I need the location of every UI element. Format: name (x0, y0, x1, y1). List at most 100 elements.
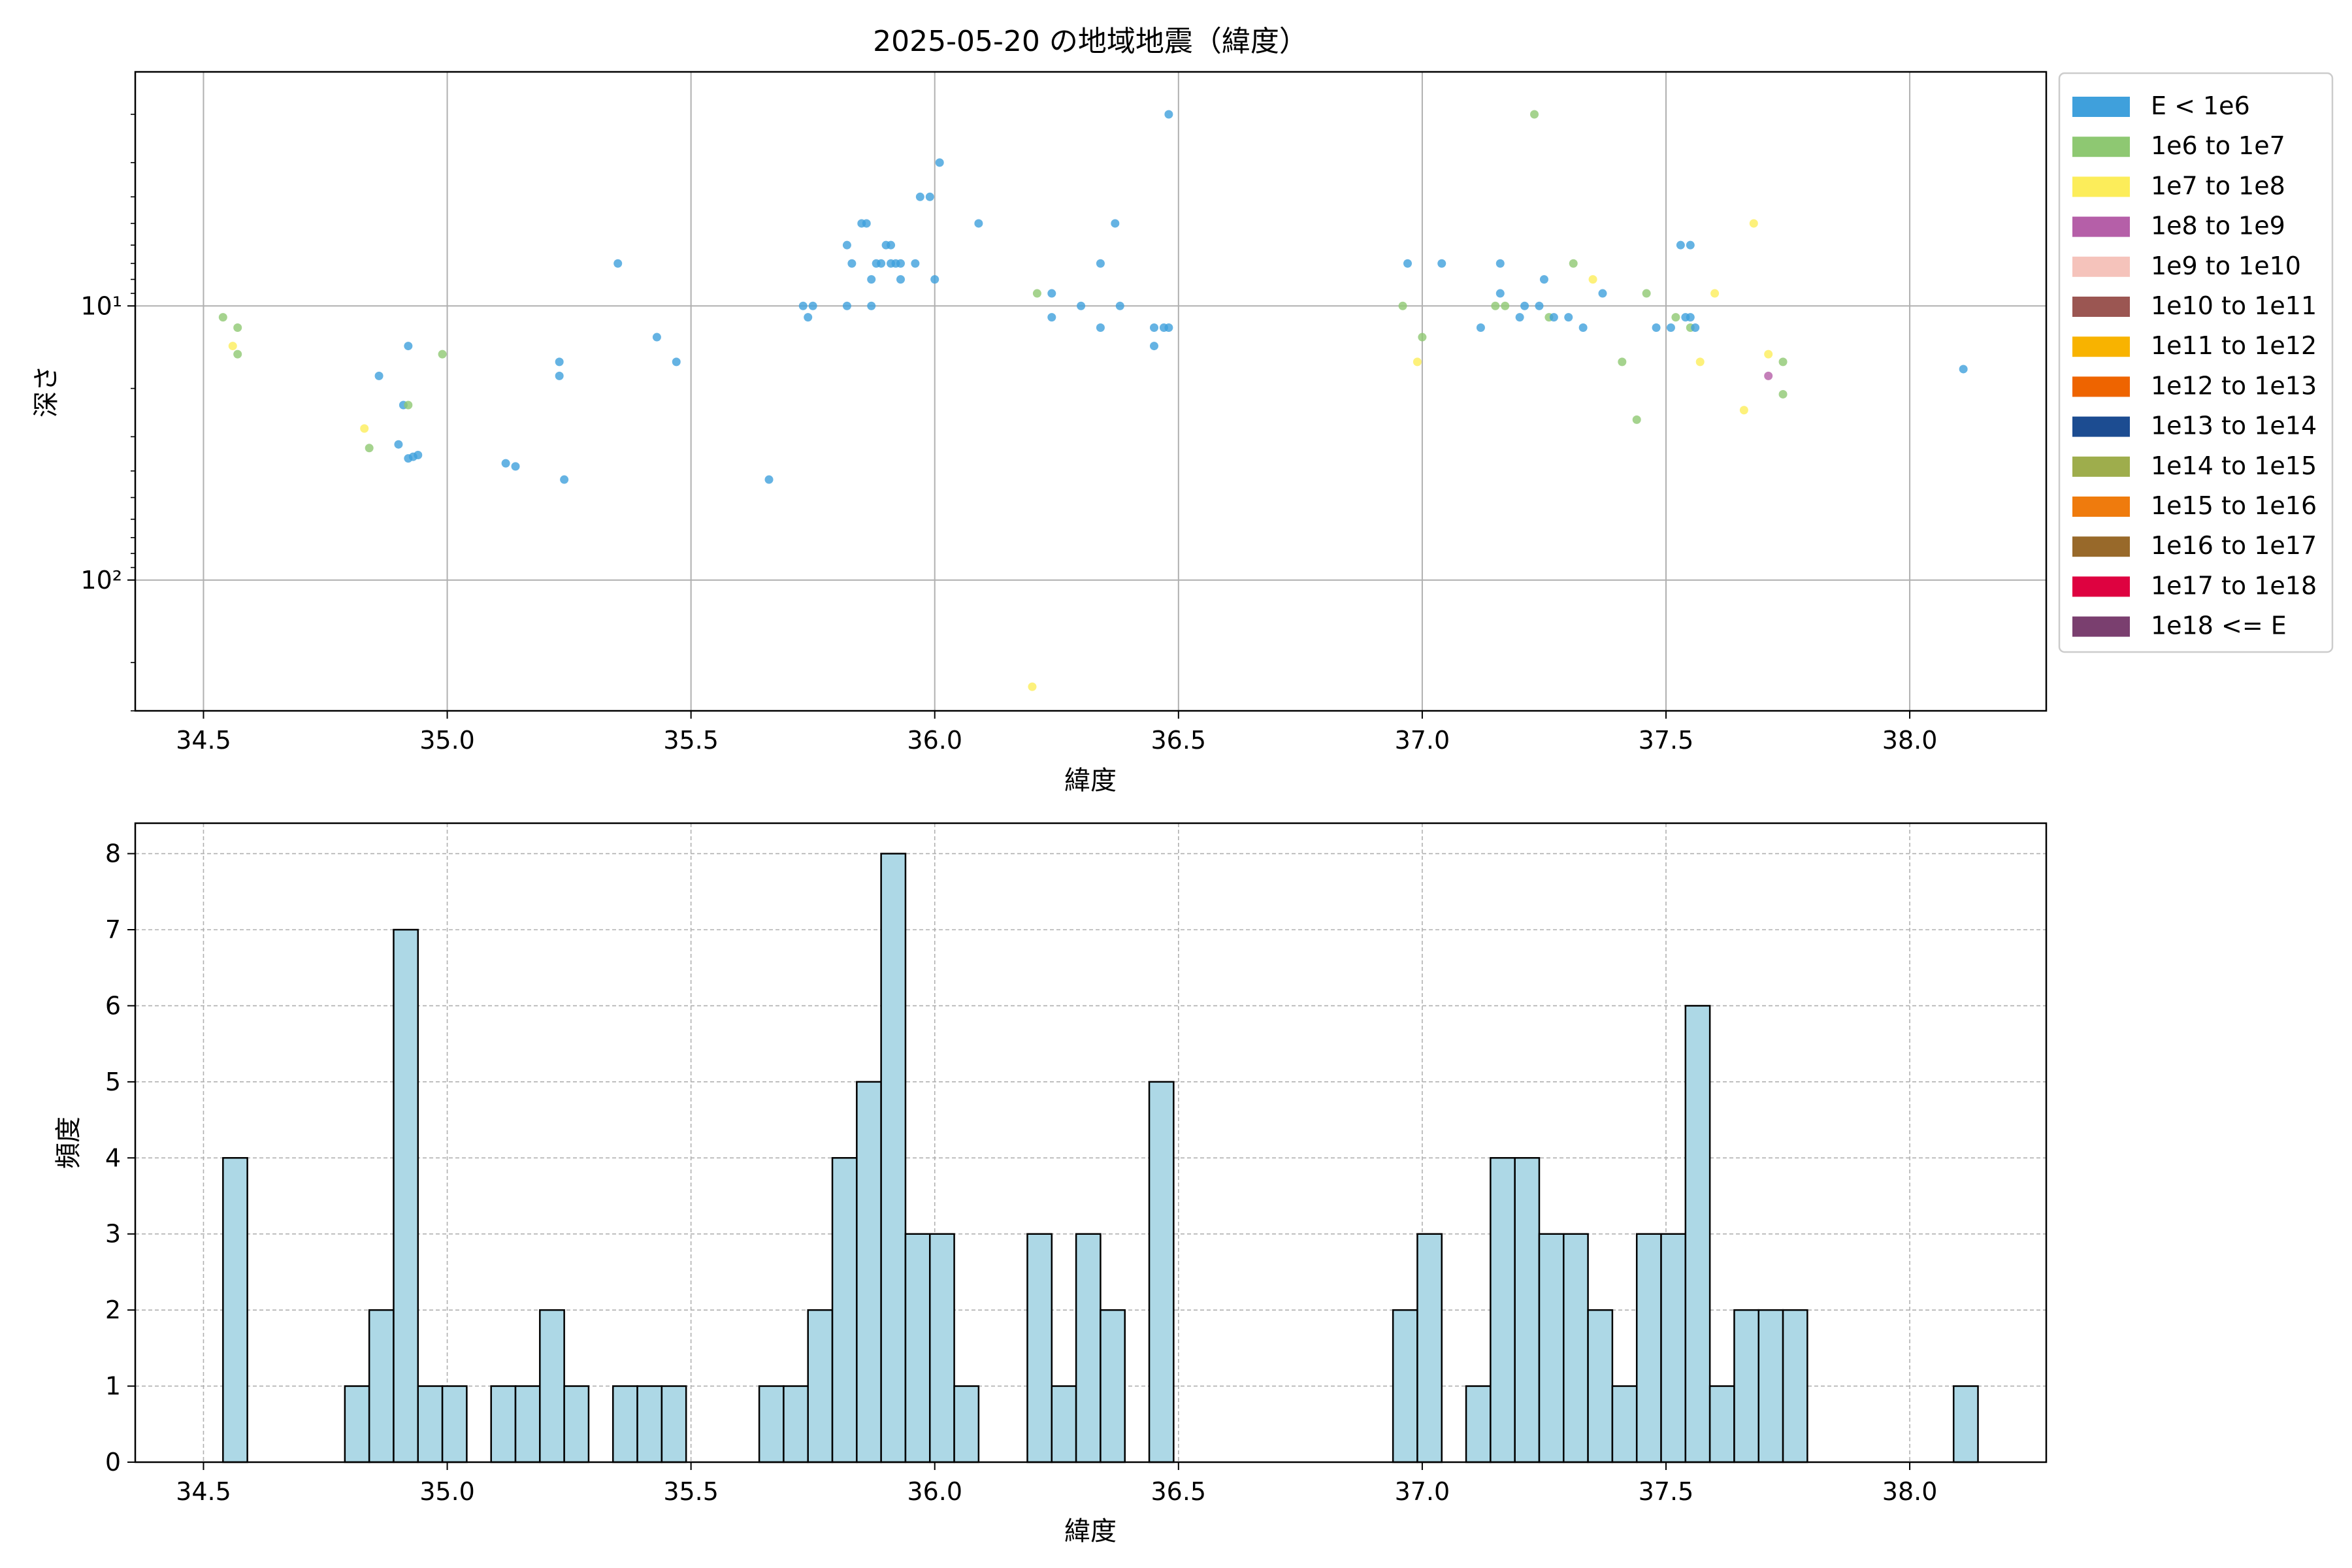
legend-label: 1e9 to 1e10 (2151, 252, 2301, 280)
scatter-x-tick-label: 35.5 (663, 726, 719, 755)
scatter-point (896, 275, 905, 284)
scatter-point (1077, 301, 1086, 310)
scatter-point (915, 192, 924, 201)
scatter-point (1618, 357, 1627, 367)
legend-label: 1e18 <= E (2151, 612, 2287, 640)
scatter-point (1691, 323, 1700, 332)
histogram-bar (661, 1385, 687, 1463)
histogram-x-tick-label: 37.0 (1395, 1477, 1450, 1506)
histogram-bar (636, 1385, 663, 1463)
scatter-point (974, 219, 983, 228)
legend-swatch (2072, 416, 2130, 437)
scatter-title: 2025-05-20 の地域地震（緯度） (873, 25, 1308, 58)
scatter-x-tick-label: 38.0 (1882, 726, 1938, 755)
scatter-point (798, 301, 808, 310)
histogram-y-tick-label: 3 (105, 1220, 121, 1249)
legend-swatch (2072, 137, 2130, 157)
legend-label: 1e10 to 1e11 (2151, 291, 2317, 320)
scatter-point (1096, 259, 1105, 268)
scatter-point (613, 259, 623, 268)
scatter-point (842, 240, 851, 250)
histogram-bar (1416, 1233, 1443, 1463)
histogram-bar (953, 1385, 980, 1463)
scatter-point (1549, 313, 1558, 322)
legend-swatch (2072, 456, 2130, 477)
scatter-point (1778, 389, 1788, 399)
scatter-point (1047, 289, 1056, 298)
legend-swatch (2072, 216, 2130, 237)
scatter-point (1535, 301, 1544, 310)
histogram-y-tick-label: 1 (105, 1372, 121, 1401)
histogram-bar (1684, 1005, 1711, 1463)
histogram-bar (1563, 1233, 1589, 1463)
histogram-x-tick-label: 37.5 (1639, 1477, 1694, 1506)
scatter-point (862, 219, 871, 228)
histogram-bar (856, 1081, 882, 1463)
histogram-bar (807, 1309, 834, 1463)
histogram-bar (222, 1157, 248, 1463)
histogram-y-tick-label: 5 (105, 1068, 121, 1096)
scatter-point (764, 475, 774, 484)
histogram-bar (417, 1385, 444, 1463)
scatter-point (1642, 289, 1651, 298)
scatter-point (1032, 289, 1041, 298)
legend-swatch (2072, 97, 2130, 117)
scatter-grid (135, 72, 2046, 711)
legend-swatch (2072, 376, 2130, 397)
legend-swatch (2072, 616, 2130, 637)
legend-label: 1e14 to 1e15 (2151, 451, 2317, 480)
scatter-point (887, 240, 896, 250)
scatter-point (935, 158, 944, 167)
histogram-bar (1051, 1385, 1077, 1463)
histogram-bar (1148, 1081, 1175, 1463)
scatter-panel: 2025-05-20 の地域地震（緯度） 34.5 35.0 35.5 36.0 36.… (31, 25, 2334, 796)
scatter-x-tick-label: 35.0 (419, 726, 475, 755)
legend-swatch (2072, 576, 2130, 597)
histogram-y-label: 頻度 (54, 1117, 84, 1169)
scatter-point (1520, 301, 1529, 310)
scatter-point (228, 342, 237, 351)
scatter-point (233, 350, 242, 359)
scatter-point (1686, 240, 1695, 250)
scatter-point (1778, 357, 1788, 367)
scatter-point (1676, 240, 1685, 250)
scatter-point (1164, 110, 1173, 119)
legend-label: 1e13 to 1e14 (2151, 412, 2317, 440)
histogram-bar (1611, 1385, 1638, 1463)
histogram-bar (1708, 1385, 1735, 1463)
histogram-bar (1782, 1309, 1808, 1463)
scatter-point (1495, 289, 1505, 298)
scatter-point (1959, 365, 1968, 374)
legend-items: E < 1e6 1e6 to 1e7 1e7 to 1e8 1e8 to 1e9 1e9… (2072, 91, 2317, 640)
scatter-point (555, 371, 564, 380)
scatter-point (1096, 323, 1105, 332)
scatter-point (1476, 323, 1485, 332)
histogram-bar (441, 1385, 468, 1463)
scatter-point (842, 301, 851, 310)
legend-swatch (2072, 176, 2130, 197)
histogram-y-tick-label: 8 (105, 840, 121, 868)
scatter-point (1686, 313, 1695, 322)
histogram-bar (929, 1233, 955, 1463)
scatter-x-tick-label: 36.0 (907, 726, 962, 755)
scatter-point (374, 371, 384, 380)
histogram-bar (1465, 1385, 1492, 1463)
legend-label: 1e7 to 1e8 (2151, 171, 2285, 200)
scatter-point (1539, 275, 1548, 284)
scatter-point (1671, 313, 1680, 322)
scatter-point (1739, 406, 1748, 415)
scatter-point (867, 275, 876, 284)
histogram-bar (1026, 1233, 1053, 1463)
scatter-point (1666, 323, 1675, 332)
scatter-point (1501, 301, 1510, 310)
scatter-point (1115, 301, 1124, 310)
histogram-x-tick-label: 36.0 (907, 1477, 962, 1506)
legend-swatch (2072, 536, 2130, 557)
scatter-point (1418, 333, 1427, 342)
scatter-x-tick-label: 36.5 (1151, 726, 1207, 755)
histogram-bar (1635, 1233, 1662, 1463)
scatter-point (672, 357, 681, 367)
histogram-bars (222, 853, 1979, 1463)
histogram-panel: 34.5 35.0 35.5 36.0 36.5 37.0 37.5 38.0 0 1 2 3 4 5 6… (54, 822, 2048, 1546)
